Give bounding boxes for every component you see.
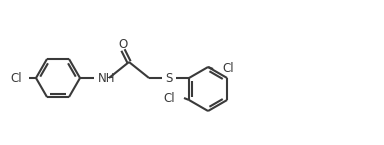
Text: Cl: Cl — [222, 62, 234, 76]
Text: S: S — [166, 71, 173, 85]
Text: Cl: Cl — [163, 91, 175, 105]
Text: NH: NH — [98, 71, 116, 85]
Text: Cl: Cl — [10, 71, 22, 85]
Text: O: O — [118, 39, 127, 51]
